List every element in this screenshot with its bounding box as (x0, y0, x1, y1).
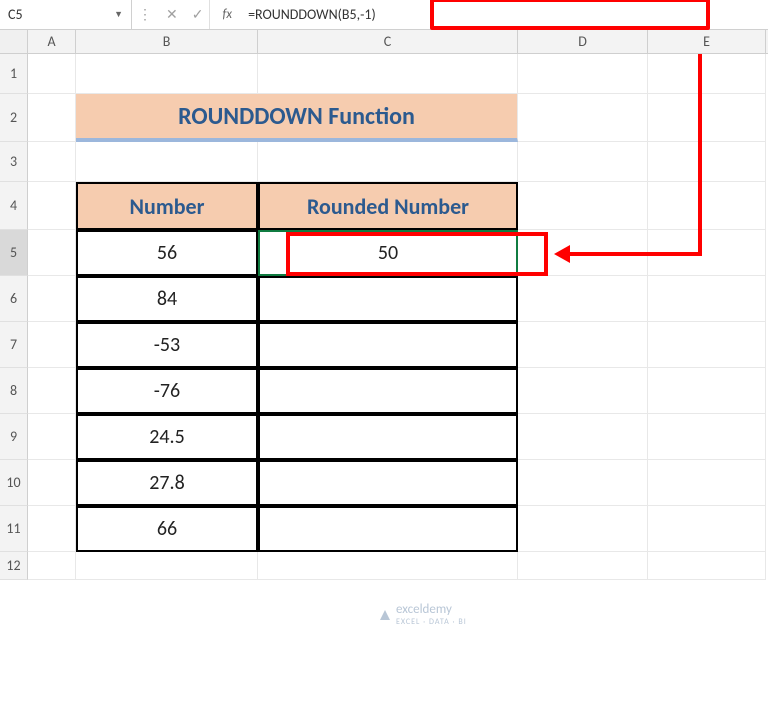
row-header[interactable]: 5 (0, 230, 28, 276)
select-all-corner[interactable] (0, 30, 28, 53)
cell[interactable] (518, 414, 648, 460)
cell[interactable] (648, 506, 766, 552)
accept-icon[interactable]: ✓ (192, 6, 204, 23)
chevron-down-icon[interactable]: ▼ (114, 9, 123, 20)
column-header-C[interactable]: C (258, 30, 518, 53)
table-cell-number[interactable]: 24.5 (76, 414, 258, 460)
cell[interactable] (648, 142, 766, 182)
table-cell-rounded[interactable] (258, 276, 518, 322)
formula-input[interactable]: =ROUNDDOWN(B5,-1) (244, 6, 768, 23)
formula-bar-buttons: ⋮ ✕ ✓ (132, 0, 210, 29)
row-header[interactable]: 2 (0, 94, 28, 142)
cell[interactable] (648, 552, 766, 580)
cell[interactable] (28, 460, 76, 506)
cell[interactable] (28, 506, 76, 552)
cell[interactable] (518, 552, 648, 580)
table-cell-rounded[interactable]: 50 (258, 230, 518, 276)
cell[interactable] (518, 182, 648, 230)
spreadsheet-grid: A B C D E 123456789101112 ROUNDDOWN Func… (0, 30, 768, 580)
table-header-rounded: Rounded Number (258, 182, 518, 230)
column-header-D[interactable]: D (518, 30, 648, 53)
table-cell-number[interactable]: 56 (76, 230, 258, 276)
fx-icon[interactable]: fx (210, 7, 244, 22)
row-header[interactable]: 8 (0, 368, 28, 414)
cell[interactable] (648, 322, 766, 368)
table-cell-rounded[interactable] (258, 368, 518, 414)
cell[interactable] (648, 276, 766, 322)
cell[interactable] (258, 552, 518, 580)
cell[interactable] (28, 94, 76, 142)
table-cell-rounded[interactable] (258, 414, 518, 460)
table-cell-rounded[interactable] (258, 322, 518, 368)
cell[interactable] (28, 230, 76, 276)
cells-area: ROUNDDOWN Function NumberRounded Number56… (28, 54, 768, 580)
cell[interactable] (648, 368, 766, 414)
cell[interactable] (518, 460, 648, 506)
formula-bar: C5 ▼ ⋮ ✕ ✓ fx =ROUNDDOWN(B5,-1) (0, 0, 768, 30)
row-header[interactable]: 3 (0, 142, 28, 182)
table-cell-rounded[interactable] (258, 460, 518, 506)
row-header[interactable]: 11 (0, 506, 28, 552)
row-header[interactable]: 6 (0, 276, 28, 322)
table-cell-number[interactable]: -53 (76, 322, 258, 368)
cell[interactable] (76, 552, 258, 580)
table-cell-rounded[interactable] (258, 506, 518, 552)
cell[interactable] (28, 552, 76, 580)
cell[interactable] (648, 460, 766, 506)
column-headers: A B C D E (0, 30, 768, 54)
cell[interactable] (518, 506, 648, 552)
row-header[interactable]: 1 (0, 54, 28, 94)
table-cell-number[interactable]: 84 (76, 276, 258, 322)
row-header[interactable]: 4 (0, 182, 28, 230)
name-box-value: C5 (8, 6, 23, 23)
table-header-number: Number (76, 182, 258, 230)
row-header[interactable]: 12 (0, 552, 28, 580)
table-cell-number[interactable]: -76 (76, 368, 258, 414)
name-box[interactable]: C5 ▼ (0, 0, 132, 29)
cell[interactable] (518, 54, 648, 94)
title-cell: ROUNDDOWN Function (76, 94, 518, 142)
table-cell-number[interactable]: 27.8 (76, 460, 258, 506)
cell[interactable] (648, 230, 766, 276)
cell[interactable] (648, 182, 766, 230)
cell[interactable] (648, 94, 766, 142)
logo-icon (378, 608, 392, 622)
row-header[interactable]: 7 (0, 322, 28, 368)
cell[interactable] (28, 414, 76, 460)
column-header-B[interactable]: B (76, 30, 258, 53)
cell[interactable] (258, 54, 518, 94)
cell[interactable] (28, 276, 76, 322)
cell[interactable] (28, 54, 76, 94)
table-cell-number[interactable]: 66 (76, 506, 258, 552)
cell[interactable] (648, 414, 766, 460)
cell[interactable] (518, 142, 648, 182)
column-header-E[interactable]: E (648, 30, 766, 53)
column-header-A[interactable]: A (28, 30, 76, 53)
cell[interactable] (518, 276, 648, 322)
cell[interactable] (28, 142, 76, 182)
watermark-tagline: EXCEL · DATA · BI (396, 617, 467, 627)
watermark-brand: exceldemy (396, 602, 452, 617)
cell[interactable] (518, 322, 648, 368)
row-headers: 123456789101112 (0, 54, 28, 580)
cell[interactable] (76, 54, 258, 94)
cell[interactable] (28, 368, 76, 414)
cell[interactable] (518, 94, 648, 142)
cell[interactable] (518, 368, 648, 414)
cancel-icon[interactable]: ✕ (166, 6, 178, 23)
row-header[interactable]: 9 (0, 414, 28, 460)
watermark: exceldemy EXCEL · DATA · BI (378, 602, 467, 627)
cell[interactable] (648, 54, 766, 94)
cell[interactable] (76, 142, 258, 182)
divider-icon: ⋮ (138, 6, 152, 23)
cell[interactable] (28, 322, 76, 368)
cell[interactable] (28, 182, 76, 230)
cell[interactable] (518, 230, 648, 276)
row-header[interactable]: 10 (0, 460, 28, 506)
cell[interactable] (258, 142, 518, 182)
